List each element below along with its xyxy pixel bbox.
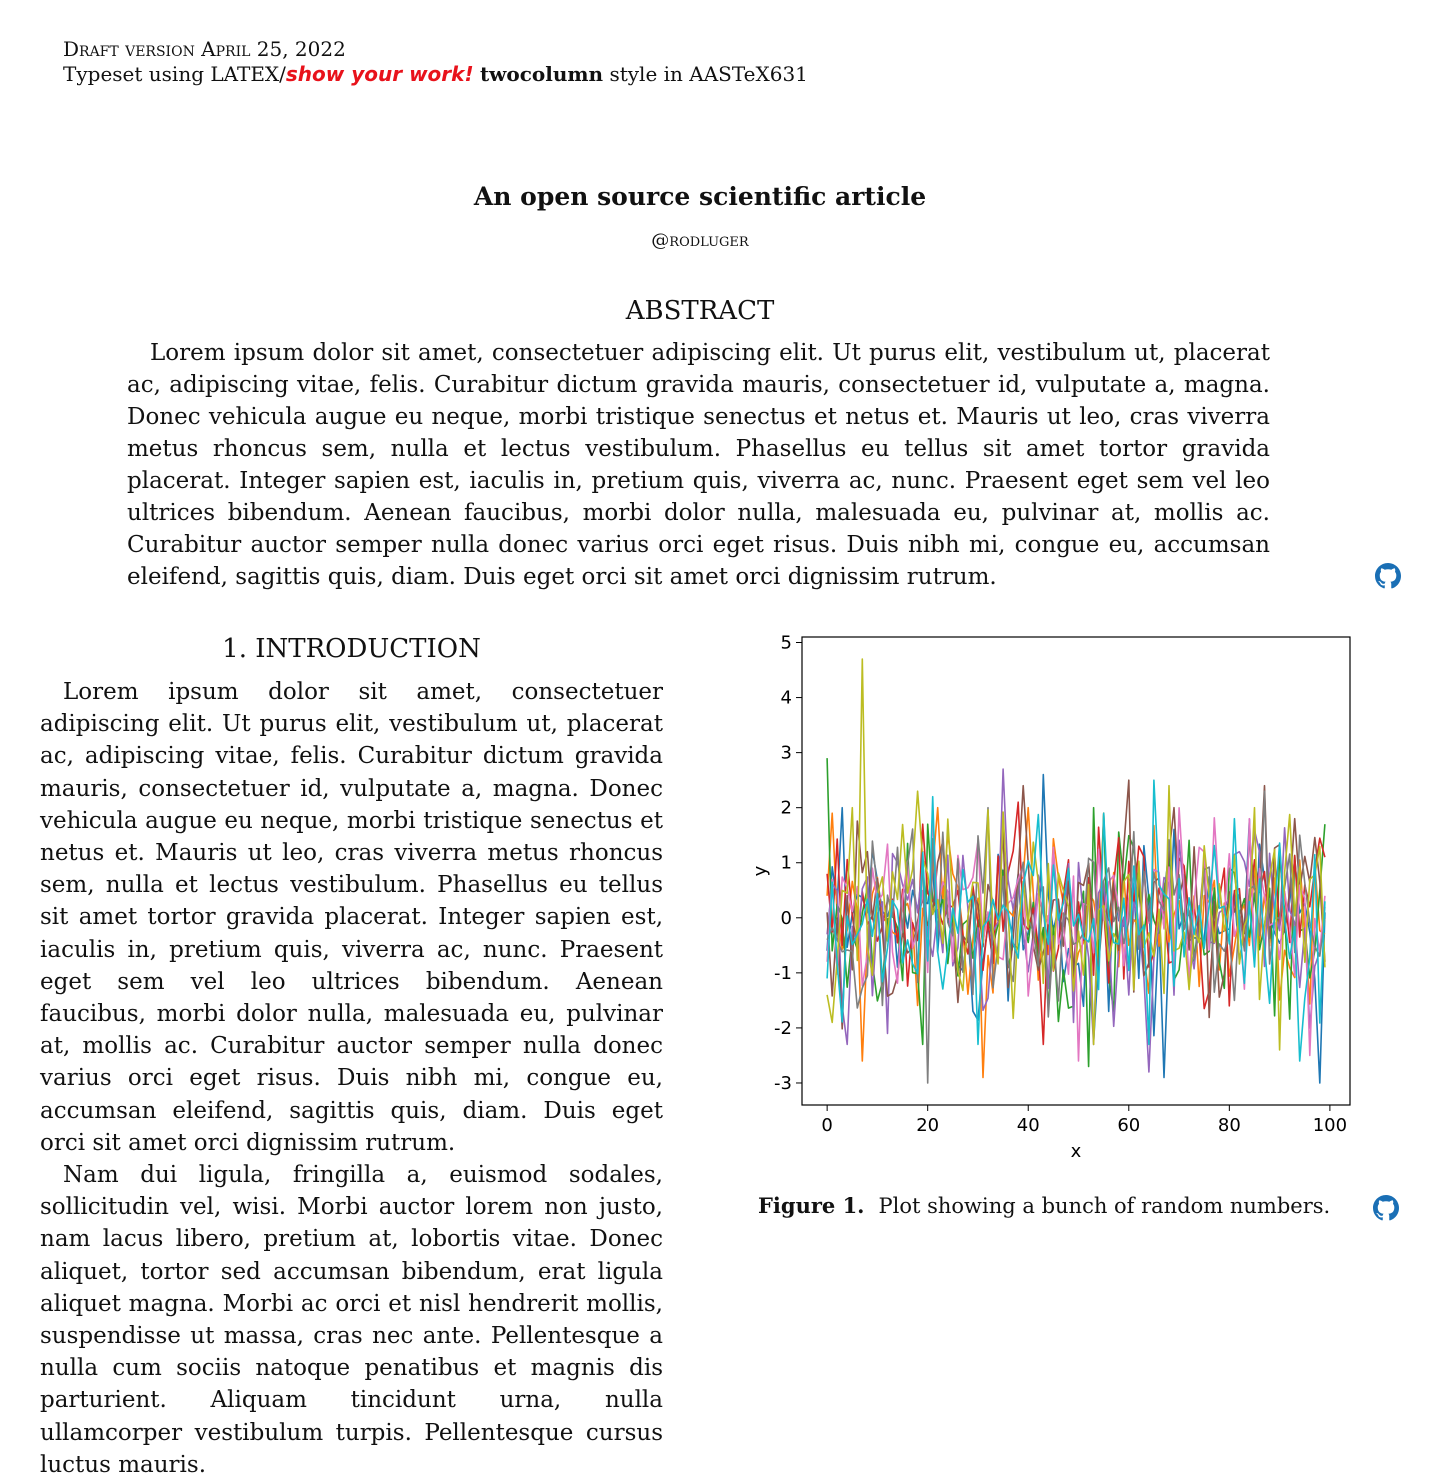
series-line <box>826 658 1326 1051</box>
y-tick-label: 4 <box>781 688 792 709</box>
x-axis-label: x <box>1071 1141 1082 1162</box>
github-icon[interactable] <box>1375 563 1401 589</box>
section-heading: 1. INTRODUCTION <box>222 634 481 664</box>
x-tick-label: 0 <box>821 1115 832 1136</box>
x-tick-label: 100 <box>1313 1115 1347 1136</box>
y-axis-label: y <box>750 865 771 876</box>
figure-label: Figure 1. <box>758 1193 865 1218</box>
plot-frame <box>801 636 1351 1106</box>
style-name: twocolumn <box>479 62 604 86</box>
style-suffix: style in AASTeX631 <box>609 62 808 86</box>
y-tick-label: 0 <box>781 908 792 929</box>
typeset-line: Typeset using LATEX/show your work! twoc… <box>63 62 808 87</box>
typeset-prefix: Typeset using LATEX/ <box>63 62 286 86</box>
figure-caption-text: Plot showing a bunch of random numbers. <box>878 1194 1331 1218</box>
x-tick-label: 80 <box>1218 1115 1241 1136</box>
paragraph: Lorem ipsum dolor sit amet, consectetuer… <box>40 679 663 1156</box>
article-title: An open source scientific article <box>473 182 927 211</box>
draft-header: Draft version April 25, 2022 Typeset usi… <box>63 37 808 87</box>
y-tick-label: 2 <box>781 798 792 819</box>
draft-version: Draft version April 25, 2022 <box>63 37 346 61</box>
show-your-work-logo[interactable]: show your work! <box>285 62 474 86</box>
figure-caption: Figure 1. Plot showing a bunch of random … <box>758 1193 1358 1218</box>
github-icon[interactable] <box>1373 1195 1399 1221</box>
abstract-heading: ABSTRACT <box>625 296 775 326</box>
paragraph: Nam dui ligula, fringilla a, euismod sod… <box>40 1162 663 1478</box>
abstract-text: Lorem ipsum dolor sit amet, consectetuer… <box>127 340 1270 590</box>
figure-1-plot: 0 20 40 60 80 100 -3 -2 -1 0 1 2 3 4 5 x y <box>750 633 1351 1162</box>
y-tick-label: -1 <box>774 963 792 984</box>
y-tick-label: 1 <box>781 853 792 874</box>
x-tick-label: 20 <box>916 1115 939 1136</box>
x-tick-label: 40 <box>1017 1115 1040 1136</box>
series-line <box>826 779 1326 1062</box>
y-tick-label: -3 <box>774 1073 792 1094</box>
y-tick-label: 5 <box>781 633 792 654</box>
y-tick-label: -2 <box>774 1018 792 1039</box>
author: @rodluger <box>651 230 749 251</box>
x-tick-label: 60 <box>1117 1115 1140 1136</box>
introduction-body: Lorem ipsum dolor sit amet, consectetuer… <box>40 676 663 1481</box>
y-tick-label: 3 <box>781 743 792 764</box>
series-line <box>826 790 1326 1084</box>
